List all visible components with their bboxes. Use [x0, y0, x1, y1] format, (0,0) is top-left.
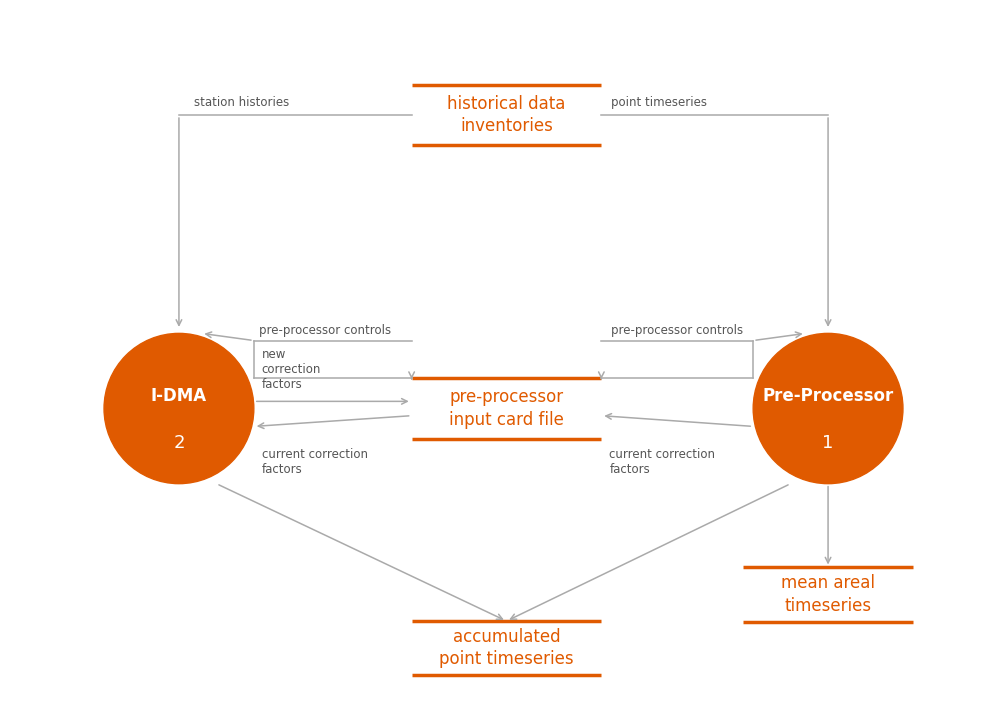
Text: pre-processor controls: pre-processor controls — [259, 324, 391, 337]
Text: mean areal
timeseries: mean areal timeseries — [781, 574, 875, 615]
Text: 2: 2 — [173, 434, 184, 452]
Ellipse shape — [104, 333, 254, 484]
Text: 1: 1 — [823, 434, 834, 452]
Text: historical data
inventories: historical data inventories — [447, 95, 566, 135]
Text: I-DMA: I-DMA — [151, 387, 207, 405]
Text: current correction
factors: current correction factors — [262, 448, 368, 476]
Text: point timeseries: point timeseries — [611, 96, 707, 109]
Ellipse shape — [753, 333, 903, 484]
Text: current correction
factors: current correction factors — [609, 448, 715, 476]
Text: pre-processor
input card file: pre-processor input card file — [449, 388, 564, 429]
Text: station histories: station histories — [194, 96, 289, 109]
Text: Pre-Processor: Pre-Processor — [762, 387, 893, 405]
Text: new
correction
factors: new correction factors — [262, 348, 321, 391]
Text: accumulated
point timeseries: accumulated point timeseries — [439, 628, 574, 668]
Text: pre-processor controls: pre-processor controls — [611, 324, 743, 337]
